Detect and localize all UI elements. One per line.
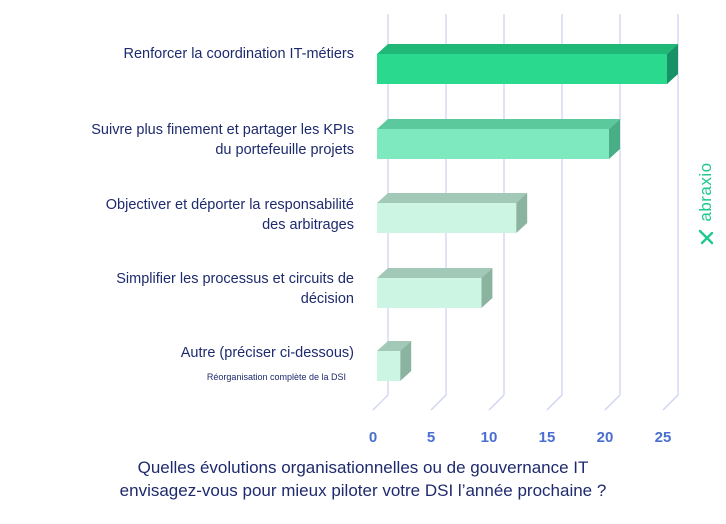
bar-4-side: [400, 341, 412, 381]
category-label-1-line-2: du portefeuille projets: [215, 142, 354, 158]
chart-question-line-1: Quelles évolutions organisationnelles ou…: [137, 458, 589, 477]
bar-1-front: [377, 129, 609, 159]
bar-2-top: [377, 193, 528, 203]
bar-2-front: [377, 203, 517, 233]
gridline-floor-0: [372, 394, 389, 411]
chart-question-line-2: envisagez-vous pour mieux piloter votre …: [119, 481, 607, 500]
gridline-floor-10: [488, 394, 505, 411]
x-tick-label-25: 25: [655, 429, 672, 446]
category-label-0-line-1: Renforcer la coordination IT-métiers: [123, 46, 355, 62]
bar-2-side: [516, 193, 528, 233]
x-tick-label-15: 15: [539, 429, 556, 446]
category-label-1: Suivre plus finement et partager les KPI…: [24, 120, 354, 160]
bar-0-side: [667, 44, 678, 84]
chart-question: Quelles évolutions organisationnelles ou…: [0, 456, 726, 502]
bar-0-top: [377, 44, 678, 54]
other-annotation: Réorganisation complète de la DSI: [206, 372, 346, 382]
gridline-floor-20: [604, 394, 621, 411]
x-tick-label-10: 10: [481, 429, 498, 446]
x-tick-label-0: 0: [369, 429, 377, 446]
brand-name: abraxio: [696, 162, 715, 222]
bar-3-top: [377, 268, 493, 278]
bar-0-front: [377, 54, 667, 84]
category-label-4: Autre (préciser ci-dessous): [24, 343, 354, 363]
x-tick-label-20: 20: [597, 429, 614, 446]
bar-1-side: [609, 119, 620, 159]
category-label-4-line-1: Autre (préciser ci-dessous): [180, 345, 354, 361]
bar-3-front: [377, 278, 482, 308]
bar-1-top: [377, 119, 620, 129]
category-label-1-line-1: Suivre plus finement et partager les KPI…: [91, 122, 354, 138]
category-label-2-line-1: Objectiver et déporter la responsabilité: [105, 197, 354, 213]
abraxio-mark-icon: [698, 229, 714, 245]
category-label-2: Objectiver et déporter la responsabilité…: [24, 195, 354, 235]
gridline-floor-5: [430, 394, 447, 411]
x-tick-label-5: 5: [427, 429, 435, 446]
bar-4-top: [377, 341, 412, 351]
category-label-3: Simplifier les processus et circuits de …: [24, 269, 354, 309]
category-label-3-line-2: décision: [300, 291, 354, 307]
abraxio-logo: abraxio: [694, 150, 718, 250]
gridline-floor-25: [662, 394, 679, 411]
gridline-floor-15: [546, 394, 563, 411]
category-label-2-line-2: des arbitrages: [262, 217, 354, 233]
category-label-3-line-1: Simplifier les processus et circuits de: [116, 271, 354, 287]
bar-4-front: [377, 351, 401, 381]
bar-3-side: [481, 268, 493, 308]
category-label-0: Renforcer la coordination IT-métiers: [24, 44, 355, 64]
